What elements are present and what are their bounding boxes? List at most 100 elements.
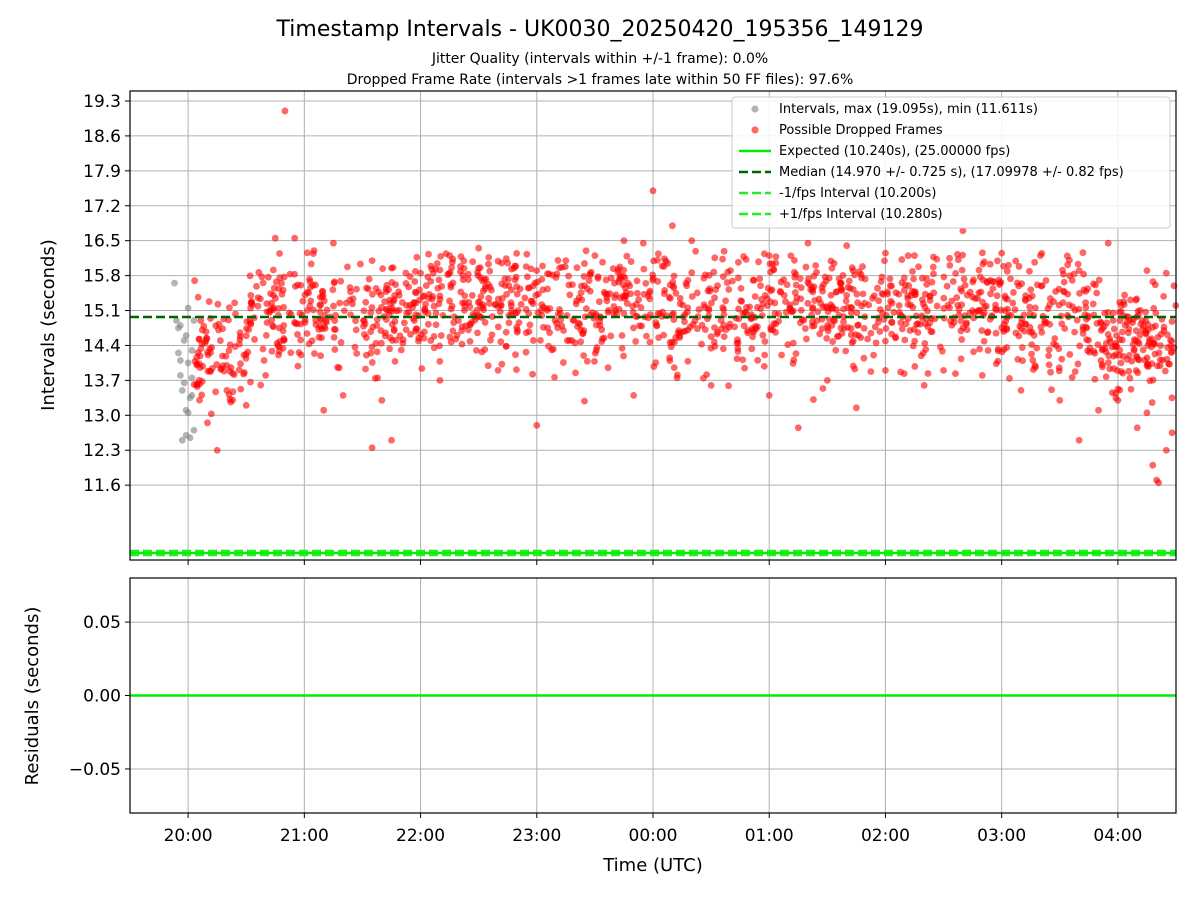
dropped-frame-point <box>446 297 453 305</box>
dropped-frame-point <box>388 279 396 286</box>
dropped-frame-point <box>946 254 953 262</box>
dropped-frame-point <box>513 309 520 317</box>
dropped-frame-point <box>369 323 377 331</box>
dropped-frame-point <box>1041 318 1048 325</box>
dropped-frame-point <box>598 338 606 345</box>
dropped-frame-point <box>1108 389 1116 397</box>
dropped-frame-point <box>930 270 937 278</box>
dropped-frame-point <box>360 307 368 315</box>
dropped-frame-point <box>1162 269 1170 277</box>
dropped-frame-point <box>371 374 379 382</box>
dropped-frame-point <box>689 321 697 328</box>
dropped-frame-point <box>666 357 674 365</box>
dropped-frame-point <box>739 309 747 317</box>
dropped-frame-point <box>301 319 309 326</box>
dropped-frame-point <box>954 251 961 258</box>
dropped-frame-point <box>1168 318 1176 325</box>
dropped-frame-point <box>1029 356 1037 364</box>
dropped-frame-point <box>969 278 977 286</box>
dropped-frame-point <box>595 298 603 306</box>
dropped-frame-point <box>1058 320 1066 328</box>
dropped-frame-point <box>449 327 457 335</box>
dropped-frame-point <box>758 295 765 303</box>
dropped-frame-point <box>446 252 454 260</box>
dropped-frame-point <box>320 406 328 414</box>
interval-point <box>190 317 198 324</box>
dropped-frame-point <box>1110 325 1118 333</box>
interval-point <box>184 304 192 312</box>
top-y-tick-label: 17.9 <box>83 162 121 182</box>
dropped-frame-point <box>1133 353 1141 361</box>
dropped-frame-point <box>808 322 816 330</box>
dropped-frame-point <box>382 285 390 293</box>
dropped-frame-point <box>796 275 804 282</box>
dropped-frame-point <box>275 304 283 312</box>
dropped-frame-point <box>1076 342 1084 350</box>
dropped-frame-point <box>457 288 465 296</box>
dropped-frame-point <box>1133 424 1141 432</box>
dropped-frame-point <box>1042 277 1050 284</box>
top-y-tick-label: 11.6 <box>83 476 121 496</box>
dropped-frame-point <box>892 333 899 341</box>
dropped-frame-point <box>748 345 756 353</box>
dropped-frame-point <box>876 306 884 313</box>
dropped-frame-point <box>992 329 1000 337</box>
dropped-frame-point <box>505 275 512 283</box>
dropped-frame-point <box>723 279 731 286</box>
dropped-frame-point <box>513 324 521 331</box>
dropped-frame-point <box>411 278 419 285</box>
dropped-frame-point <box>247 292 255 299</box>
dropped-frame-point <box>649 187 657 195</box>
legend-box <box>731 96 1171 229</box>
dropped-frame-point <box>578 282 585 290</box>
dropped-frame-point <box>838 287 846 295</box>
dropped-frame-point <box>849 285 857 293</box>
dropped-frame-point <box>317 352 325 360</box>
dropped-frame-point <box>1014 355 1022 363</box>
dropped-frame-point <box>700 301 708 309</box>
dropped-frame-point <box>643 332 650 340</box>
dropped-frame-point <box>1110 352 1118 360</box>
dropped-frame-point <box>1033 344 1041 352</box>
dropped-frame-point <box>1079 249 1087 257</box>
dropped-frame-point <box>396 332 404 340</box>
dropped-frame-point <box>576 320 584 328</box>
dropped-frame-point <box>259 345 267 353</box>
dropped-frame-point <box>1130 346 1138 353</box>
dropped-frame-point <box>533 267 541 275</box>
interval-point <box>186 434 194 442</box>
dropped-frame-point <box>386 345 394 353</box>
dropped-frame-point <box>207 349 214 357</box>
dropped-frame-point <box>1045 346 1053 354</box>
dropped-frame-point <box>225 316 232 324</box>
legend-label-expected: Expected (10.240s), (25.00000 fps) <box>779 144 1010 159</box>
dropped-frame-point <box>874 318 882 326</box>
dropped-frame-point <box>485 253 493 261</box>
dropped-frame-point <box>1055 301 1063 309</box>
dropped-frame-point <box>291 270 298 278</box>
dropped-frame-point <box>534 309 542 317</box>
dropped-frame-point <box>212 388 220 396</box>
dropped-frame-point <box>674 329 682 337</box>
dropped-frame-point <box>832 346 840 354</box>
dropped-frame-point <box>864 335 871 343</box>
dropped-frame-point <box>222 352 230 360</box>
dropped-frame-point <box>235 366 243 374</box>
dropped-frame-point <box>393 307 400 315</box>
dropped-frame-point <box>352 326 360 334</box>
dropped-frame-point <box>208 364 216 372</box>
dropped-frame-point <box>632 338 640 345</box>
dropped-frame-point <box>587 268 595 276</box>
dropped-frame-point <box>267 305 275 313</box>
dropped-frame-point <box>488 331 496 339</box>
dropped-frame-point <box>617 294 624 302</box>
dropped-frame-point <box>620 310 628 317</box>
dropped-frame-point <box>1028 341 1036 349</box>
dropped-frame-point <box>553 270 561 278</box>
dropped-frame-point <box>761 338 769 345</box>
dropped-frame-point <box>849 267 857 275</box>
dropped-frame-point <box>1094 341 1102 349</box>
dropped-frame-point <box>812 262 820 269</box>
dropped-frame-point <box>1068 374 1076 381</box>
dropped-frame-point <box>639 239 647 247</box>
